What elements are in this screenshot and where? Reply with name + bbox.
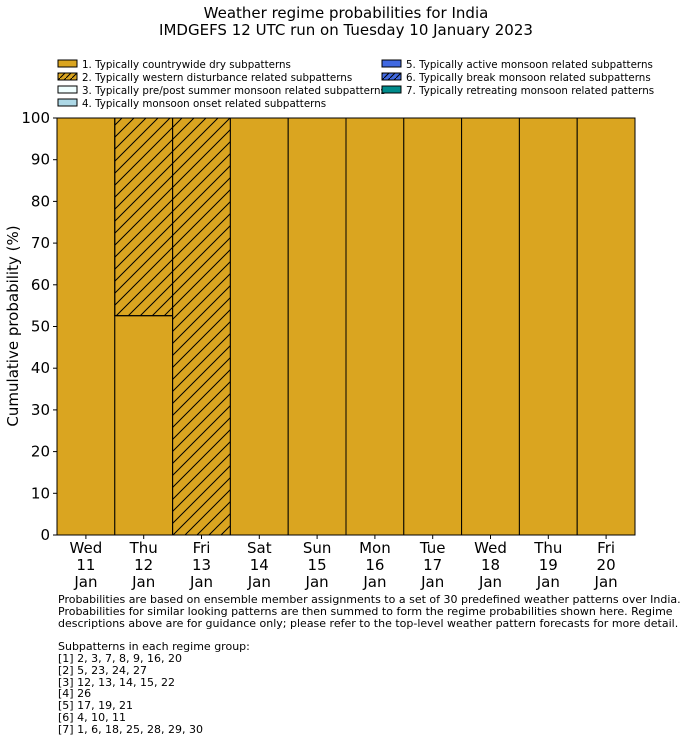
note-line: Probabilities are based on ensemble memb…	[58, 593, 681, 606]
y-tick-label: 70	[31, 234, 50, 252]
x-tick-label: Thu	[129, 539, 158, 557]
bar-segment	[576, 117, 636, 536]
legend-swatch-hatch	[57, 72, 78, 81]
legend-label: 6. Typically break monsoon related subpa…	[406, 72, 651, 84]
x-tick-label: Jan	[189, 573, 213, 591]
group-line: [4] 26	[58, 687, 92, 701]
bar-segment	[345, 117, 405, 536]
x-tick-label: 18	[481, 556, 500, 574]
x-tick-label: Jan	[478, 573, 502, 591]
bar-segment	[114, 315, 174, 536]
x-tick-label: Jan	[305, 573, 329, 591]
bar-segment	[56, 117, 116, 536]
legend-label: 1. Typically countrywide dry subpatterns	[82, 59, 291, 71]
y-tick-label: 40	[31, 359, 50, 377]
axes: Wed11JanThu12JanFri13JanSat14JanSun15Jan…	[21, 109, 636, 591]
x-tick-label: 11	[76, 556, 95, 574]
note-line: descriptions above are for guidance only…	[58, 616, 679, 630]
notes: Probabilities are based on ensemble memb…	[58, 594, 688, 736]
legend-swatch	[57, 59, 78, 68]
x-tick-label: Jan	[247, 573, 271, 591]
y-axis-label: Cumulative probability (%)	[4, 225, 22, 426]
x-tick-label: 20	[597, 556, 616, 574]
x-tick-label: Sun	[303, 539, 332, 557]
x-tick-label: Fri	[193, 539, 211, 557]
x-tick-label: 12	[134, 556, 153, 574]
group-line: [2] 5, 23, 24, 27	[58, 663, 148, 677]
bar-segment	[229, 117, 289, 536]
legend-label: 4. Typically monsoon onset related subpa…	[82, 98, 326, 110]
x-tick-label: Mon	[359, 539, 391, 557]
group-line: [3] 12, 13, 14, 15, 22	[58, 675, 176, 689]
note-line: Probabilities for similar looking patter…	[58, 604, 673, 618]
legend: 1. Typically countrywide dry subpatterns…	[57, 59, 654, 110]
y-tick-label: 10	[31, 484, 50, 502]
legend-swatch	[57, 98, 78, 107]
legend-swatch	[381, 85, 402, 94]
legend-label: 7. Typically retreating monsoon related …	[406, 85, 654, 97]
x-tick-label: Tue	[419, 539, 446, 557]
bar-hatch	[114, 117, 174, 317]
y-tick-label: 50	[31, 318, 50, 336]
y-tick-label: 30	[31, 401, 50, 419]
x-tick-label: 13	[192, 556, 211, 574]
x-tick-label: 17	[423, 556, 442, 574]
x-tick-label: Jan	[73, 573, 97, 591]
group-line: [5] 17, 19, 21	[58, 699, 134, 713]
bar-segment	[518, 117, 578, 536]
x-tick-label: Jan	[536, 573, 560, 591]
y-tick-label: 100	[21, 109, 50, 127]
legend-label: 2. Typically western disturbance related…	[82, 72, 352, 84]
bar-segment	[403, 117, 463, 536]
y-tick-label: 20	[31, 443, 50, 461]
y-tick-label: 90	[31, 151, 50, 169]
x-tick-label: Jan	[362, 573, 386, 591]
group-line: [7] 1, 6, 18, 25, 28, 29, 30	[58, 722, 204, 736]
bar-segment	[287, 117, 347, 536]
chart-title: Weather regime probabilities for India	[204, 4, 489, 22]
legend-label: 3. Typically pre/post summer monsoon rel…	[82, 85, 386, 97]
y-tick-label: 60	[31, 276, 50, 294]
chart-svg: Weather regime probabilities for India I…	[4, 4, 654, 591]
bar-hatch	[172, 117, 231, 536]
bars	[56, 117, 636, 536]
x-tick-label: 14	[250, 556, 269, 574]
chart-subtitle: IMDGEFS 12 UTC run on Tuesday 10 January…	[159, 21, 533, 39]
x-tick-label: Thu	[533, 539, 562, 557]
x-tick-label: Sat	[247, 539, 272, 557]
y-tick-label: 0	[40, 526, 50, 544]
groups-heading: Subpatterns in each regime group:	[58, 640, 250, 654]
bar-segment	[461, 117, 520, 536]
legend-swatch	[57, 85, 78, 94]
y-tick-label: 80	[31, 192, 50, 210]
x-tick-label: Jan	[131, 573, 155, 591]
x-tick-label: Jan	[420, 573, 444, 591]
x-tick-label: 15	[308, 556, 327, 574]
legend-swatch-hatch	[381, 72, 402, 81]
x-tick-label: 16	[365, 556, 384, 574]
legend-swatch	[381, 59, 402, 68]
legend-label: 5. Typically active monsoon related subp…	[406, 59, 653, 71]
x-tick-label: 19	[539, 556, 558, 574]
x-tick-label: Jan	[594, 573, 618, 591]
x-tick-label: Wed	[70, 539, 103, 557]
x-tick-label: Wed	[474, 539, 507, 557]
group-line: [1] 2, 3, 7, 8, 9, 16, 20	[58, 651, 183, 665]
group-line: [6] 4, 10, 11	[58, 710, 127, 724]
x-tick-label: Fri	[597, 539, 615, 557]
